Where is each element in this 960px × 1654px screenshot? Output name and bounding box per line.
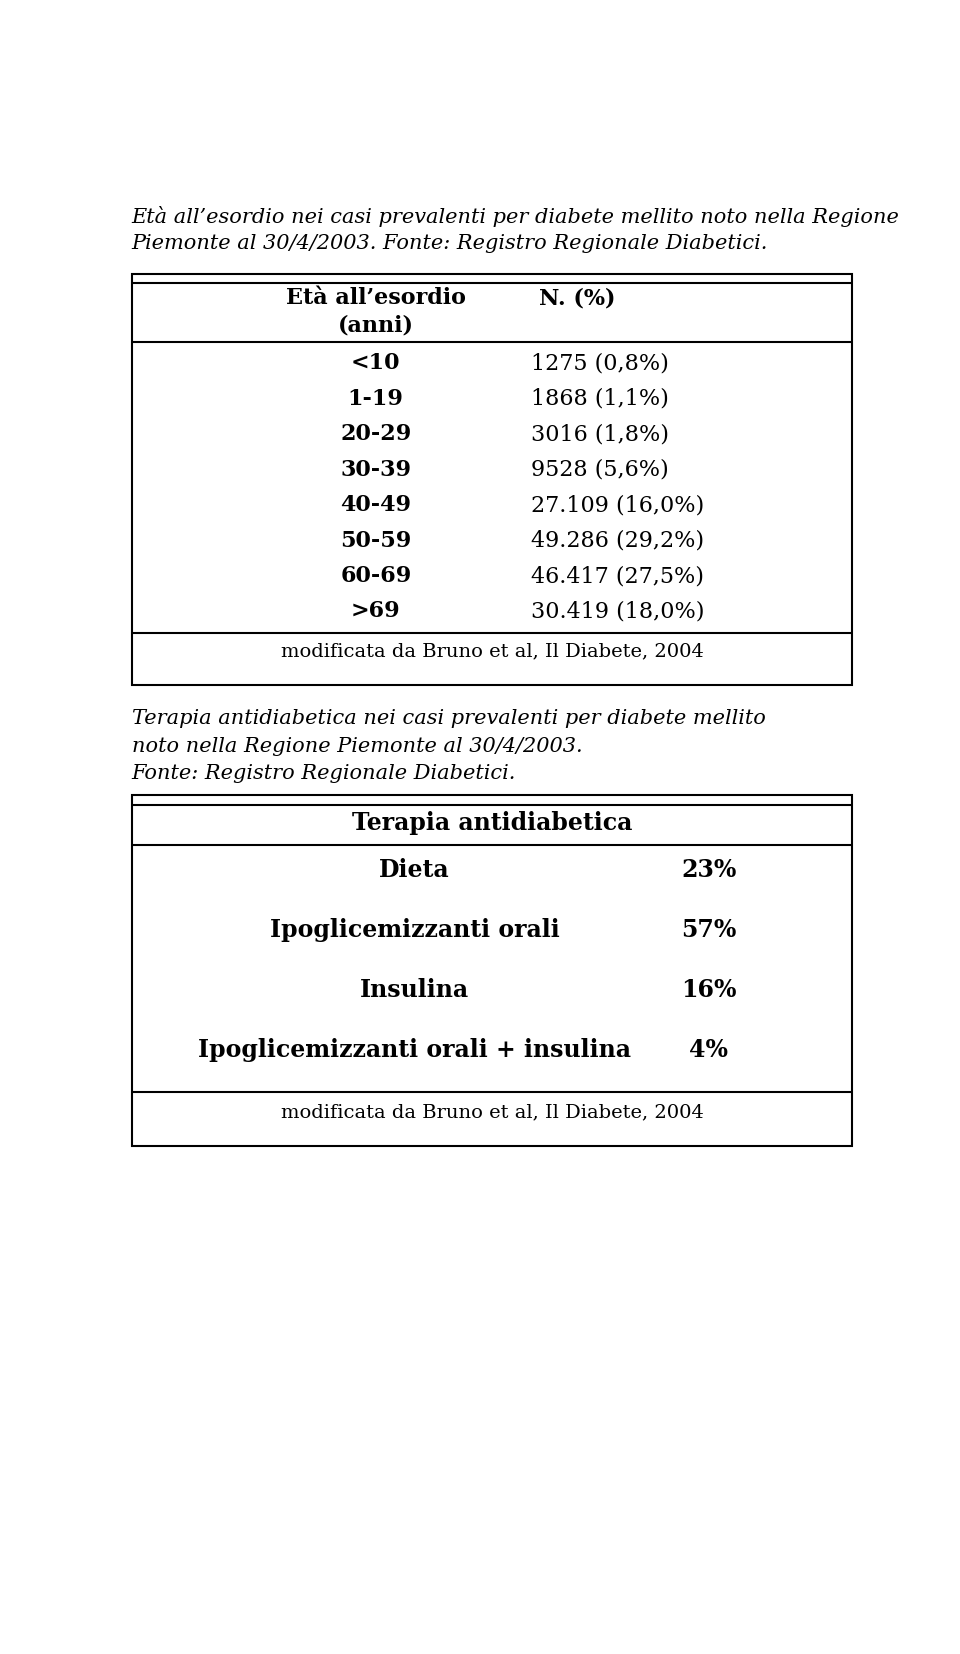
Text: 23%: 23% <box>682 858 736 882</box>
Text: Terapia antidiabetica nei casi prevalenti per diabete mellito: Terapia antidiabetica nei casi prevalent… <box>132 710 765 728</box>
Text: 9528 (5,6%): 9528 (5,6%) <box>531 458 668 481</box>
Text: 50-59: 50-59 <box>340 529 412 551</box>
Text: 30-39: 30-39 <box>340 458 411 481</box>
Text: 20-29: 20-29 <box>340 423 412 445</box>
Text: 1275 (0,8%): 1275 (0,8%) <box>531 352 668 374</box>
Text: 4%: 4% <box>689 1037 729 1062</box>
Text: modificata da Bruno et al, Il Diabete, 2004: modificata da Bruno et al, Il Diabete, 2… <box>280 642 704 660</box>
Bar <box>132 796 852 1146</box>
Text: 46.417 (27,5%): 46.417 (27,5%) <box>531 566 704 587</box>
Text: 30.419 (18,0%): 30.419 (18,0%) <box>531 600 705 622</box>
Text: Età all’esordio
(anni): Età all’esordio (anni) <box>286 288 466 336</box>
Bar <box>132 275 852 685</box>
Text: Dieta: Dieta <box>379 858 450 882</box>
Text: 27.109 (16,0%): 27.109 (16,0%) <box>531 495 704 516</box>
Text: 3016 (1,8%): 3016 (1,8%) <box>531 423 669 445</box>
Text: Insulina: Insulina <box>360 978 469 1002</box>
Text: Età all’esordio nei casi prevalenti per diabete mellito noto nella Regione: Età all’esordio nei casi prevalenti per … <box>132 207 900 227</box>
Text: noto nella Regione Piemonte al 30/4/2003.: noto nella Regione Piemonte al 30/4/2003… <box>132 738 583 756</box>
Text: >69: >69 <box>351 600 400 622</box>
Text: 1-19: 1-19 <box>348 389 404 410</box>
Text: Ipoglicemizzanti orali: Ipoglicemizzanti orali <box>270 918 560 941</box>
Text: 57%: 57% <box>682 918 736 941</box>
Text: 40-49: 40-49 <box>340 495 411 516</box>
Text: 60-69: 60-69 <box>340 566 412 587</box>
Text: 16%: 16% <box>682 978 736 1002</box>
Text: modificata da Bruno et al, Il Diabete, 2004: modificata da Bruno et al, Il Diabete, 2… <box>280 1103 704 1121</box>
Text: 49.286 (29,2%): 49.286 (29,2%) <box>531 529 704 551</box>
Text: Terapia antidiabetica: Terapia antidiabetica <box>351 810 633 835</box>
Text: Fonte: Registro Regionale Diabetici.: Fonte: Registro Regionale Diabetici. <box>132 764 516 782</box>
Text: Piemonte al 30/4/2003. Fonte: Registro Regionale Diabetici.: Piemonte al 30/4/2003. Fonte: Registro R… <box>132 233 768 253</box>
Text: Ipoglicemizzanti orali + insulina: Ipoglicemizzanti orali + insulina <box>198 1037 631 1062</box>
Text: 1868 (1,1%): 1868 (1,1%) <box>531 389 668 410</box>
Text: N. (%): N. (%) <box>539 288 615 309</box>
Text: <10: <10 <box>351 352 400 374</box>
